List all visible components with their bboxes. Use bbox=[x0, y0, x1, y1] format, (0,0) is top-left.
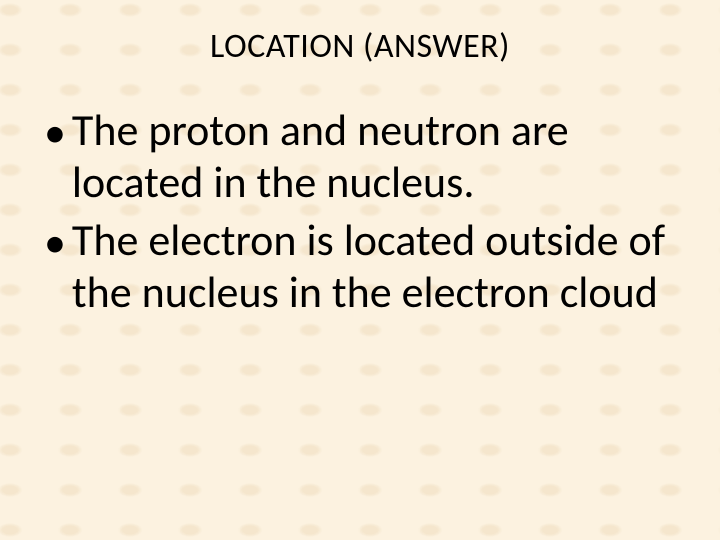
slide-title: LOCATION (ANSWER) bbox=[0, 0, 720, 67]
list-item: • The electron is located outside of the… bbox=[44, 215, 676, 319]
list-item: • The proton and neutron are located in … bbox=[44, 105, 676, 209]
bullet-icon: • bbox=[44, 107, 66, 159]
slide: LOCATION (ANSWER) • The proton and neutr… bbox=[0, 0, 720, 540]
bullet-text: The proton and neutron are located in th… bbox=[72, 105, 676, 209]
bullet-text: The electron is located outside of the n… bbox=[72, 215, 676, 319]
slide-body: • The proton and neutron are located in … bbox=[0, 67, 720, 319]
bullet-icon: • bbox=[44, 217, 66, 269]
